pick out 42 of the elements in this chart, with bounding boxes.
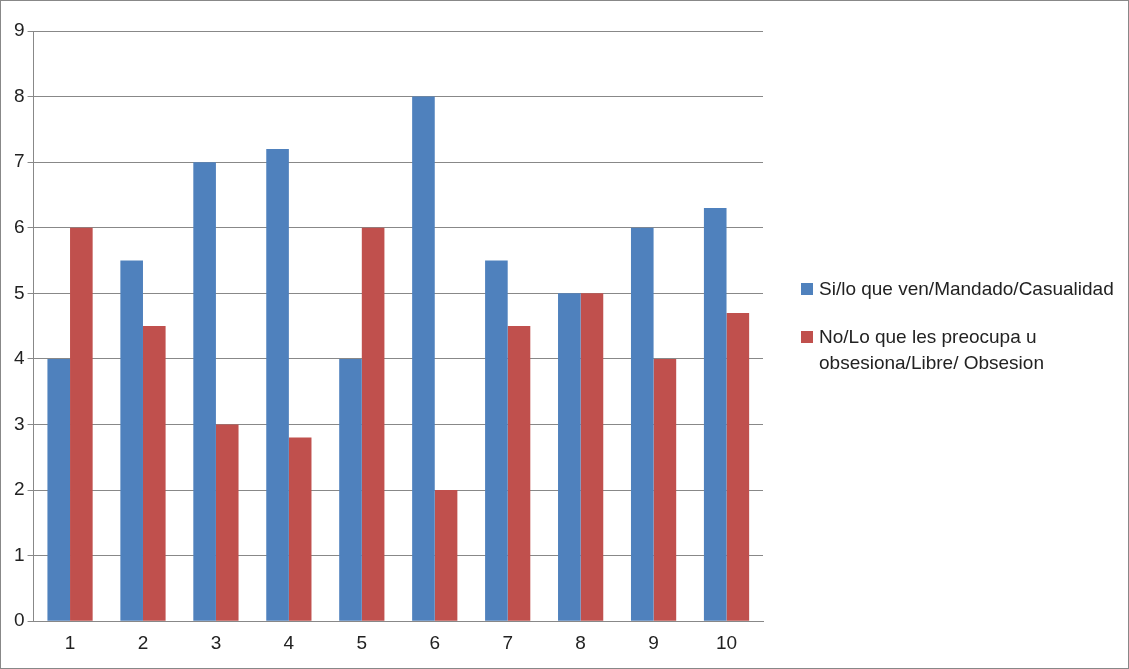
x-tick-label: 9: [648, 631, 659, 653]
bar: [215, 424, 239, 621]
bar: [580, 293, 604, 621]
y-tick-label: 2: [13, 478, 25, 500]
y-tick-label: 5: [13, 281, 25, 303]
y-tick-label: 4: [13, 347, 25, 369]
bar: [653, 358, 677, 621]
bar: [339, 358, 362, 621]
y-tick-label: 9: [13, 19, 25, 41]
legend-label: Si/lo que ven/Mandado/Casualidad: [819, 277, 1114, 301]
bar: [630, 227, 654, 621]
y-tick-label: 7: [13, 150, 25, 172]
bar: [142, 326, 166, 621]
y-tick-label: 8: [13, 84, 25, 106]
legend-label: No/Lo que les preocupa u obsesiona/Libre/ Obsesion: [819, 325, 1045, 375]
y-tick-label: 6: [13, 215, 25, 237]
bar: [193, 162, 216, 621]
bar: [266, 149, 289, 621]
bar: [434, 490, 458, 621]
bar: [120, 260, 143, 621]
x-tick-label: 10: [715, 631, 738, 653]
y-tick-label: 0: [13, 609, 25, 631]
bar: [507, 326, 531, 621]
bar: [361, 227, 385, 621]
bar: [288, 437, 312, 621]
x-tick-label: 3: [210, 631, 222, 653]
bar: [70, 227, 93, 621]
bar: [703, 208, 727, 621]
bar: [47, 358, 71, 621]
x-tick-label: 8: [575, 631, 586, 653]
x-tick-label: 2: [137, 631, 149, 653]
bar: [726, 312, 750, 621]
x-tick-label: 4: [283, 631, 295, 653]
bar: [412, 96, 435, 621]
y-tick-label: 1: [13, 543, 25, 565]
x-tick-label: 7: [502, 631, 513, 653]
x-tick-label: 5: [356, 631, 368, 653]
x-tick-label: 6: [429, 631, 441, 653]
bar: [485, 260, 508, 621]
bar: [558, 293, 581, 621]
y-tick-label: 3: [13, 412, 25, 434]
x-tick-label: 1: [64, 631, 76, 653]
